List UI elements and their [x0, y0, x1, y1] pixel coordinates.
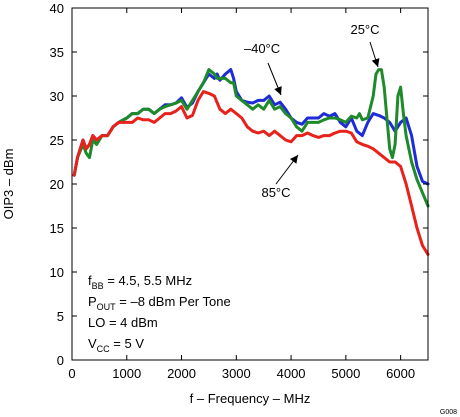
annotation-layer: –40°C 25°C 85°C [244, 22, 380, 200]
annotation-label: –40°C [244, 41, 280, 56]
condition-line: fBB = 4.5, 5.5 MHz [88, 273, 192, 291]
x-tick-label: 3000 [222, 366, 251, 381]
annotation-label: 85°C [261, 185, 290, 200]
x-tick-label: 1000 [112, 366, 141, 381]
x-tick-label: 2000 [167, 366, 196, 381]
y-tick-label: 20 [50, 177, 64, 192]
condition-line: VCC = 5 V [88, 336, 144, 354]
tick-layer: 0 1000 2000 3000 4000 5000 6000 0 5 10 15 20 25 30 35 4… [50, 1, 428, 381]
series-line-1 [72, 68, 430, 208]
figure-id: G008 [440, 409, 457, 416]
y-axis-label: OIP3 – dBm [1, 149, 16, 220]
condition-line: POUT = –8 dBm Per Tone [88, 294, 231, 312]
x-tick-label: 4000 [277, 366, 306, 381]
y-tick-label: 10 [50, 265, 64, 280]
y-tick-label: 35 [50, 45, 64, 60]
annotation-arrowhead [289, 155, 298, 164]
y-tick-label: 5 [57, 309, 64, 324]
test-conditions: fBB = 4.5, 5.5 MHz POUT = –8 dBm Per Tone… [88, 273, 231, 354]
annotation-arrowhead [274, 86, 282, 95]
x-axis-label: f – Frequency – MHz [190, 391, 311, 406]
x-tick-label: 6000 [386, 366, 415, 381]
y-tick-label: 15 [50, 221, 64, 236]
y-tick-label: 25 [50, 133, 64, 148]
series-line-2 [72, 90, 430, 256]
y-tick-label: 30 [50, 89, 64, 104]
y-tick-label: 0 [57, 353, 64, 368]
x-tick-label: 5000 [331, 366, 360, 381]
x-tick-label: 0 [68, 366, 75, 381]
condition-line: LO = 4 dBm [88, 315, 158, 330]
series-layer [72, 68, 430, 256]
annotation-arrowhead [371, 58, 380, 67]
annotation-label: 25°C [350, 22, 379, 37]
y-tick-label: 40 [50, 1, 64, 16]
